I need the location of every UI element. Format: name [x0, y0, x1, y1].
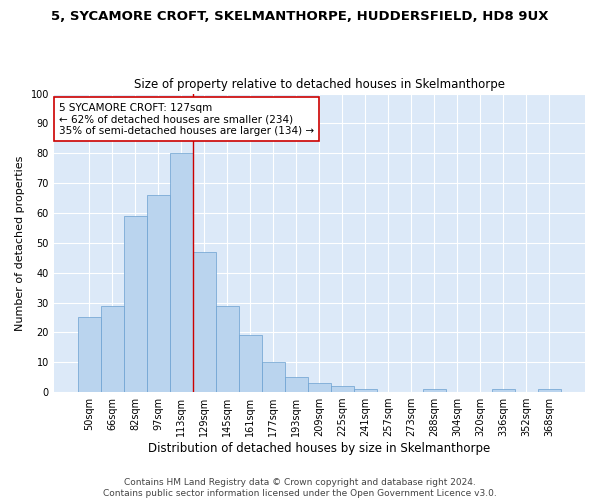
Bar: [216, 306, 239, 392]
Bar: [193, 252, 216, 392]
Bar: [538, 389, 561, 392]
Bar: [78, 318, 101, 392]
Bar: [170, 154, 193, 392]
Text: 5 SYCAMORE CROFT: 127sqm
← 62% of detached houses are smaller (234)
35% of semi-: 5 SYCAMORE CROFT: 127sqm ← 62% of detach…: [59, 102, 314, 136]
Bar: [101, 306, 124, 392]
Bar: [262, 362, 285, 392]
Title: Size of property relative to detached houses in Skelmanthorpe: Size of property relative to detached ho…: [134, 78, 505, 91]
Bar: [492, 389, 515, 392]
Text: 5, SYCAMORE CROFT, SKELMANTHORPE, HUDDERSFIELD, HD8 9UX: 5, SYCAMORE CROFT, SKELMANTHORPE, HUDDER…: [51, 10, 549, 23]
Bar: [331, 386, 354, 392]
X-axis label: Distribution of detached houses by size in Skelmanthorpe: Distribution of detached houses by size …: [148, 442, 491, 455]
Y-axis label: Number of detached properties: Number of detached properties: [15, 155, 25, 330]
Bar: [423, 389, 446, 392]
Bar: [147, 195, 170, 392]
Bar: [308, 383, 331, 392]
Bar: [285, 377, 308, 392]
Bar: [239, 336, 262, 392]
Bar: [354, 389, 377, 392]
Text: Contains HM Land Registry data © Crown copyright and database right 2024.
Contai: Contains HM Land Registry data © Crown c…: [103, 478, 497, 498]
Bar: [124, 216, 147, 392]
